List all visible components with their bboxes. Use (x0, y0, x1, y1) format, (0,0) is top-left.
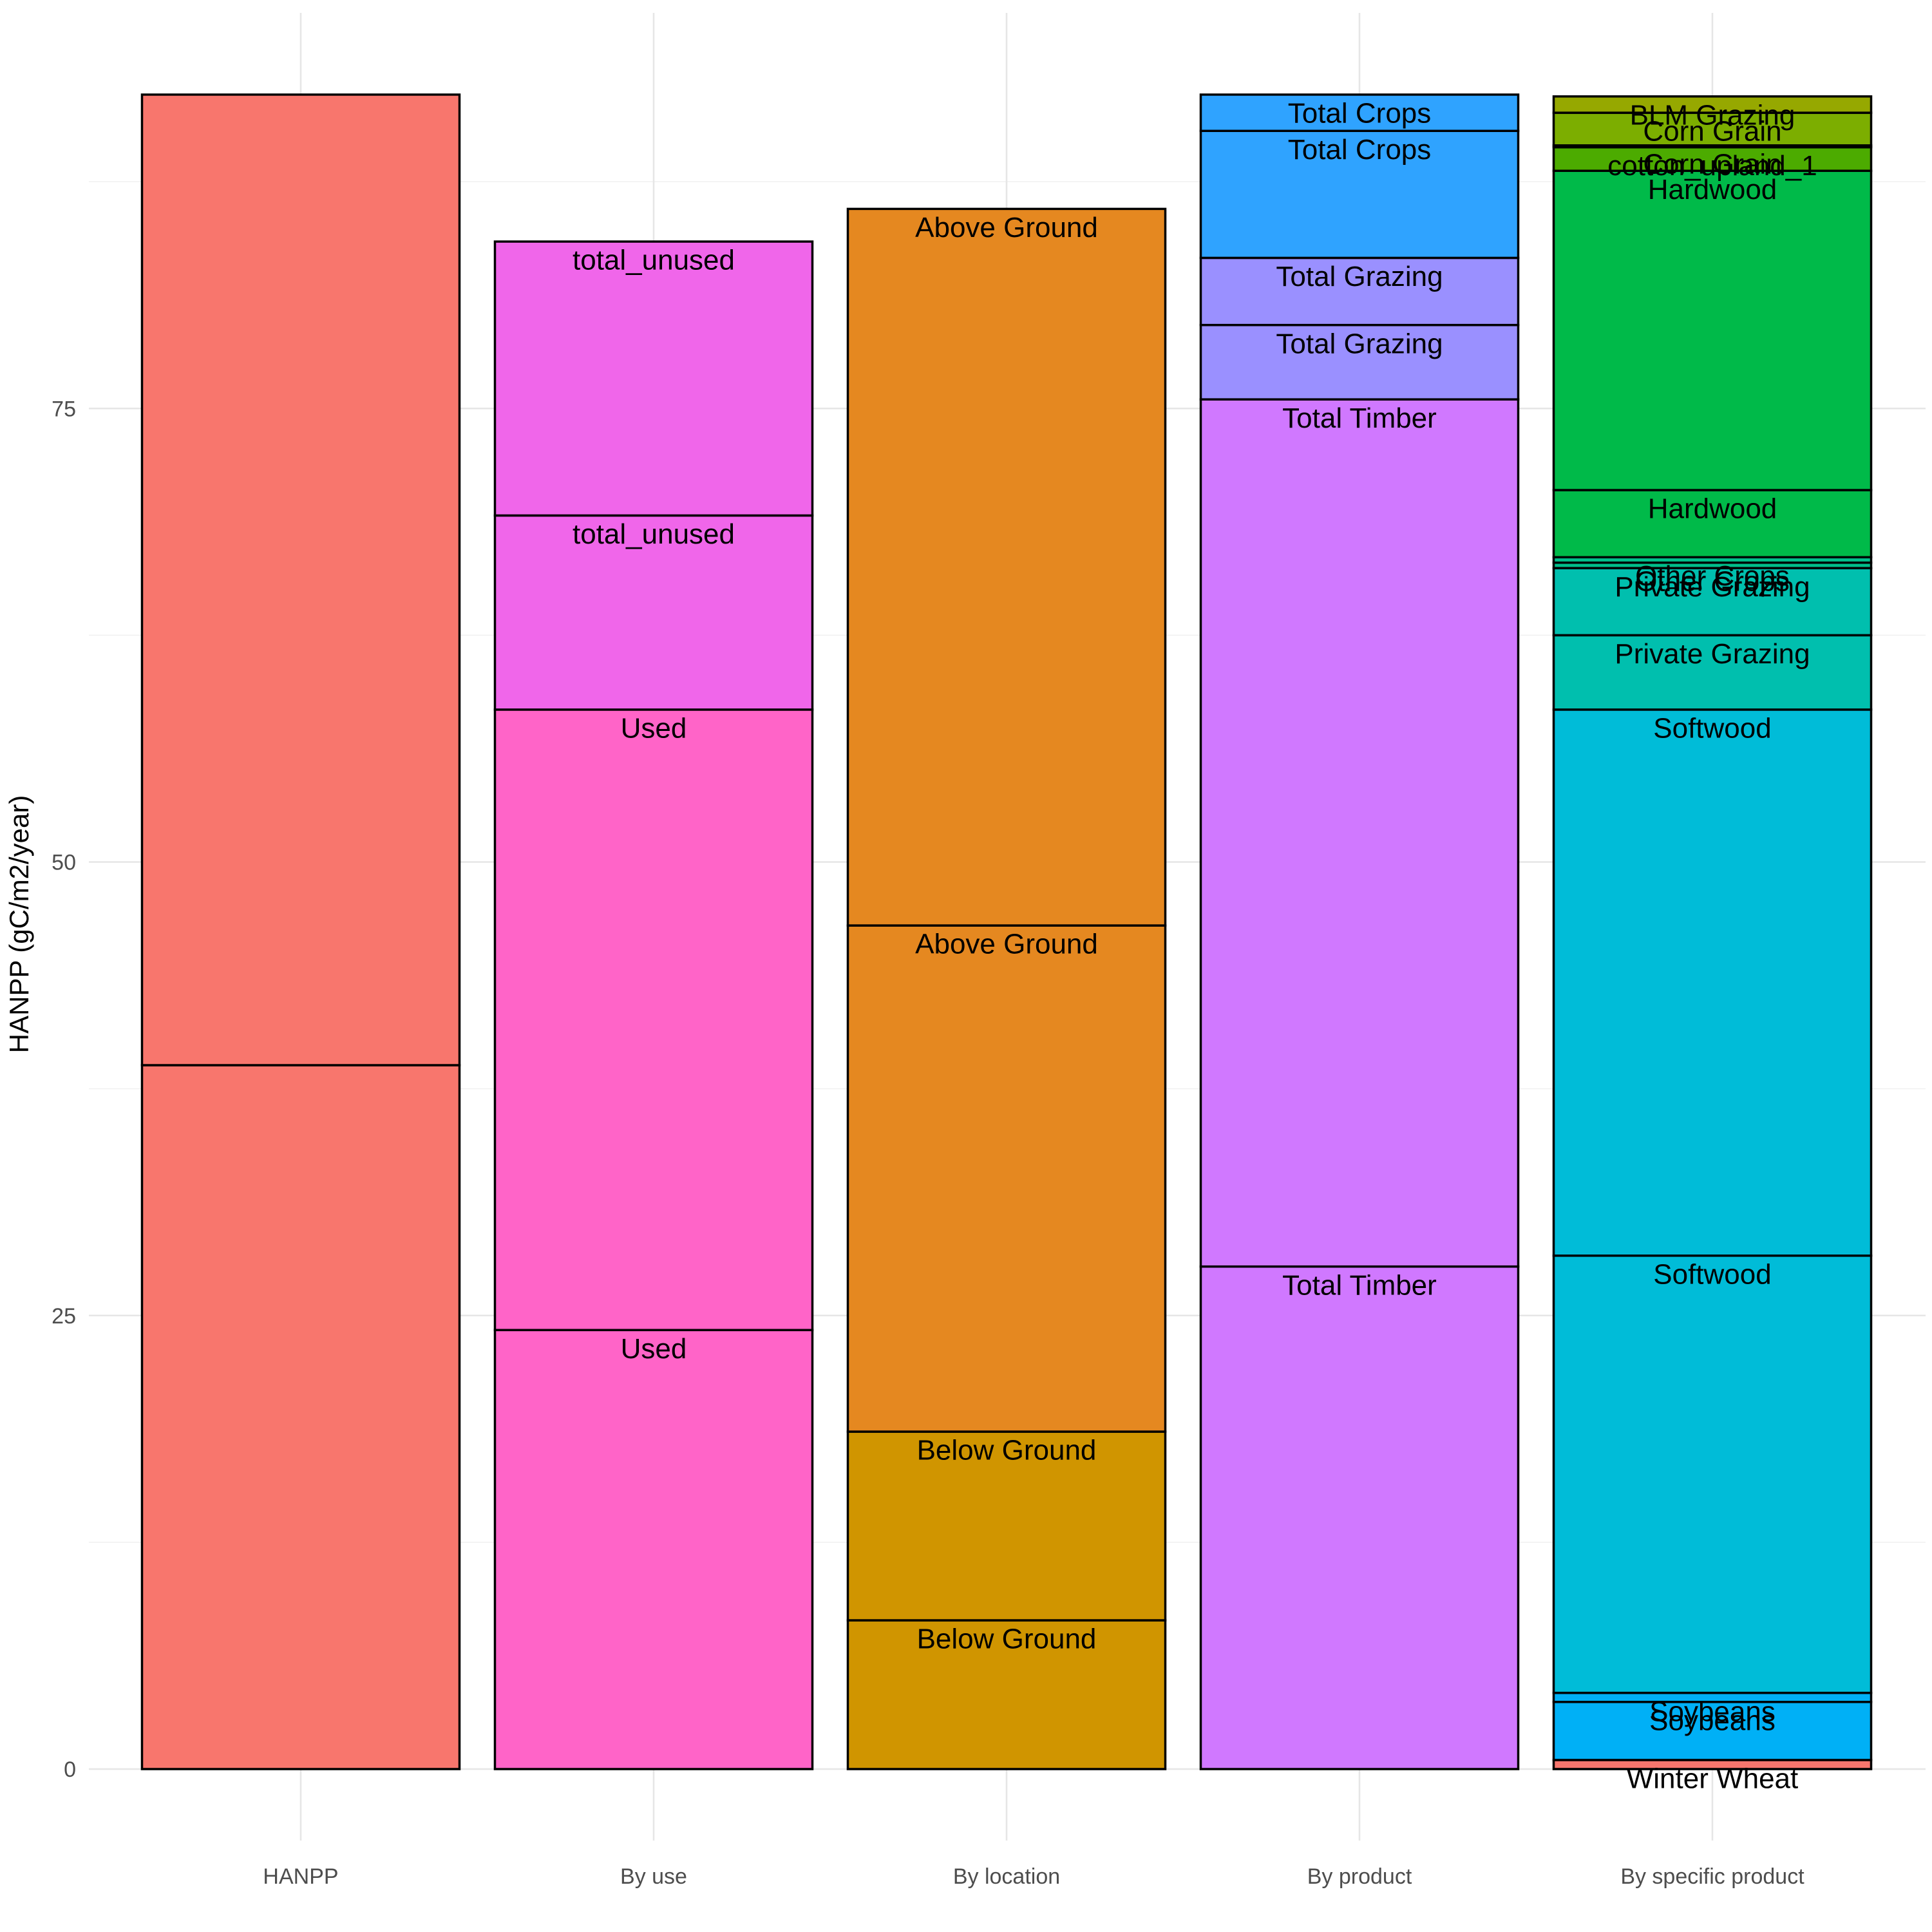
y-tick-label: 25 (52, 1304, 76, 1329)
bar-segment (1552, 489, 1873, 558)
bar-segment (493, 1329, 814, 1770)
bar-segment (493, 708, 814, 1332)
segment-labels: Used Used total_unused total_unused Below Gr… (573, 98, 1817, 1795)
segment-label: Softwood (1653, 712, 1771, 744)
bar-segment (1552, 1701, 1873, 1761)
bar-segment (846, 1619, 1167, 1770)
bar-segment (1199, 323, 1520, 401)
segment-label: Below Ground (917, 1435, 1097, 1466)
segment-label: cotton_upland_1 (1607, 150, 1817, 182)
segment-label: Total Timber (1282, 1269, 1437, 1301)
bar-segment (140, 93, 461, 1066)
segment-label: Corn Grain (1643, 148, 1781, 180)
bar-segment (846, 207, 1167, 927)
segment-label: Private Grazing (1615, 571, 1810, 603)
segment-label: Private Grazing (1615, 638, 1810, 670)
segment-label: Used (621, 1333, 687, 1365)
bars (140, 93, 1873, 1770)
x-tick-label: By product (1307, 1864, 1412, 1889)
segment-label: Total Grazing (1276, 261, 1443, 292)
segment-label: BLM Grazing (1630, 99, 1795, 131)
bar-segment (1199, 129, 1520, 260)
segment-label: total_unused (573, 245, 735, 276)
segment-label: Above Ground (915, 212, 1098, 243)
segment-label: Used (621, 712, 687, 744)
bar-segment (1552, 111, 1873, 147)
bar-segment (846, 924, 1167, 1433)
bar-segment (1199, 398, 1520, 1268)
segment-label: Softwood (1653, 1258, 1771, 1290)
x-tick-label: By specific product (1620, 1864, 1804, 1889)
segment-label: Total Crops (1288, 98, 1432, 129)
y-tick-label: 50 (52, 851, 76, 875)
segment-label: Hardwood (1648, 493, 1777, 525)
segment-label: Other Crops (1635, 560, 1790, 592)
x-tick-label: HANPP (263, 1864, 338, 1889)
y-tick-label: 0 (64, 1757, 76, 1782)
bar-segment (846, 1430, 1167, 1622)
bar-segment (1552, 708, 1873, 1257)
bar-segment (1199, 93, 1520, 132)
bar-segment (1199, 1265, 1520, 1770)
x-tick-label: By location (953, 1864, 1060, 1889)
segment-label: Hardwood (1648, 174, 1777, 205)
bar-segment (1199, 256, 1520, 327)
bar-segment (493, 514, 814, 711)
bar-segment (1552, 1255, 1873, 1694)
x-tick-label: By use (620, 1864, 687, 1889)
segment-label: Other Crops (1635, 565, 1790, 597)
segment-label: Soybeans (1649, 1696, 1776, 1727)
segment-label: Winter Wheat (1627, 1763, 1799, 1795)
axes: 0 25 50 75 HANPP By use By location By product B… (52, 397, 1804, 1889)
bar-segment (1552, 169, 1873, 491)
bar-segment (493, 240, 814, 517)
segment-label: Corn Grain (1643, 116, 1781, 147)
segment-label: total_unused (573, 518, 735, 550)
segment-label: Total Crops (1288, 134, 1432, 166)
bar-segment (1552, 95, 1873, 114)
segment-label: Total Timber (1282, 402, 1437, 434)
bar-segment (140, 1064, 461, 1770)
segment-label: Total Grazing (1276, 328, 1443, 359)
y-axis-title: HANPP (gC/m2/year) (4, 795, 34, 1054)
bar-segment (1552, 634, 1873, 711)
y-tick-label: 75 (52, 397, 76, 421)
segment-label: Above Ground (915, 929, 1098, 960)
segment-label: Soybeans (1649, 1705, 1776, 1736)
segment-label: Below Ground (917, 1624, 1097, 1655)
